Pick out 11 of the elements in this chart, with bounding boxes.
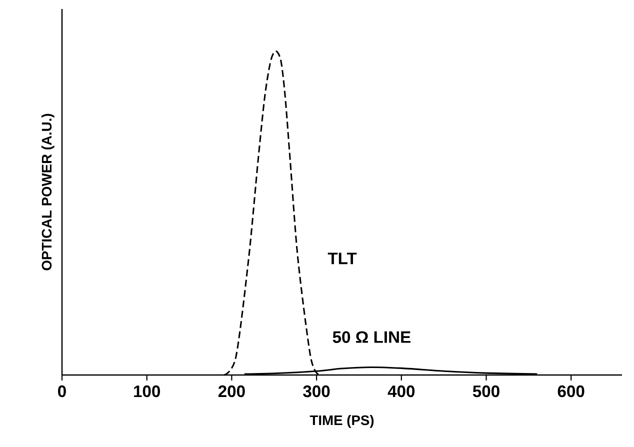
y-axis-title: OPTICAL POWER (A.U.) — [41, 114, 54, 270]
x-tick-label: 600 — [558, 385, 584, 398]
series-label: TLT — [328, 252, 357, 264]
x-tick-label: 100 — [134, 385, 160, 398]
x-tick-label: 400 — [388, 385, 415, 398]
x-axis-title: TIME (PS) — [310, 415, 374, 428]
series-label: 50 Ω LINE — [332, 331, 410, 343]
x-tick-label: 500 — [472, 385, 500, 398]
x-tick-label: 200 — [218, 385, 245, 398]
x-tick-label: 0 — [58, 385, 66, 398]
x-tick-label: 300 — [303, 385, 330, 398]
